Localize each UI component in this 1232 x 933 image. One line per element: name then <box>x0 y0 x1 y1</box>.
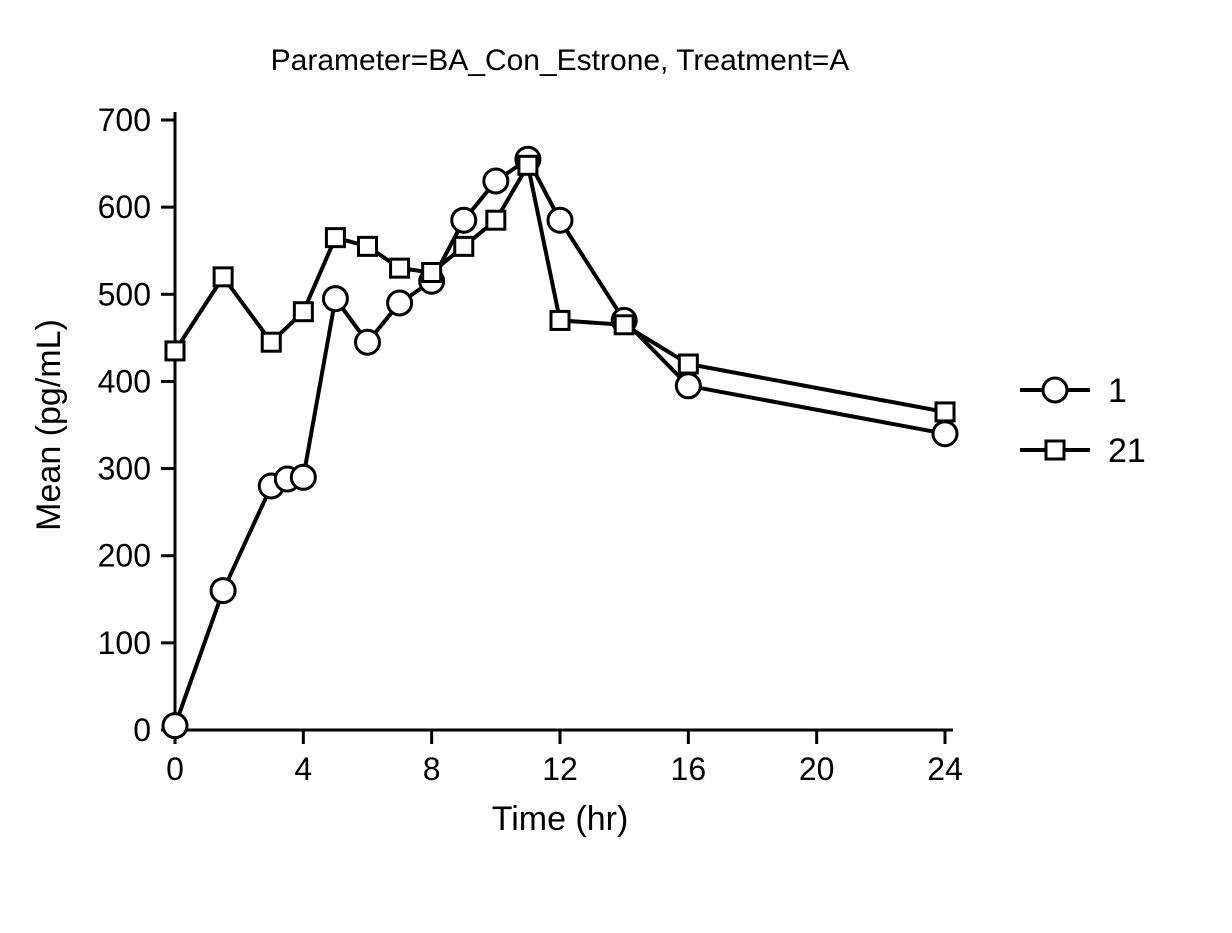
marker-square <box>423 264 441 282</box>
x-tick-label: 4 <box>294 751 312 787</box>
marker-square <box>487 211 505 229</box>
y-tick-label: 100 <box>98 625 151 661</box>
marker-square <box>519 156 537 174</box>
marker-circle <box>484 169 508 193</box>
y-tick-label: 300 <box>98 451 151 487</box>
marker-square <box>294 303 312 321</box>
legend-label: 21 <box>1108 432 1146 470</box>
marker-square <box>615 316 633 334</box>
marker-circle <box>548 208 572 232</box>
chart-title: Parameter=BA_Con_Estrone, Treatment=A <box>271 44 850 77</box>
marker-circle <box>388 291 412 315</box>
line-chart: Parameter=BA_Con_Estrone, Treatment=A010… <box>0 0 1232 933</box>
marker-square <box>359 237 377 255</box>
marker-square <box>936 403 954 421</box>
marker-circle <box>323 287 347 311</box>
marker-square <box>214 268 232 286</box>
marker-square <box>551 311 569 329</box>
marker-circle <box>676 374 700 398</box>
marker-square <box>262 333 280 351</box>
marker-square <box>166 342 184 360</box>
y-tick-label: 700 <box>98 102 151 138</box>
x-tick-label: 12 <box>542 751 578 787</box>
marker-circle <box>211 579 235 603</box>
chart-container: Parameter=BA_Con_Estrone, Treatment=A010… <box>0 0 1232 933</box>
marker-square <box>679 355 697 373</box>
legend-label: 1 <box>1108 372 1127 410</box>
marker-square <box>455 237 473 255</box>
legend-marker-square <box>1046 441 1064 459</box>
chart-background <box>0 0 1232 933</box>
y-tick-label: 200 <box>98 538 151 574</box>
y-tick-label: 0 <box>133 712 151 748</box>
marker-circle <box>933 422 957 446</box>
marker-square <box>391 259 409 277</box>
x-axis-label: Time (hr) <box>492 800 629 838</box>
x-tick-label: 20 <box>799 751 835 787</box>
x-tick-label: 24 <box>927 751 963 787</box>
marker-circle <box>291 465 315 489</box>
y-axis-label: Mean (pg/mL) <box>30 319 68 531</box>
y-tick-label: 500 <box>98 276 151 312</box>
y-tick-label: 400 <box>98 363 151 399</box>
x-tick-label: 0 <box>166 751 184 787</box>
x-tick-label: 8 <box>423 751 441 787</box>
marker-circle <box>452 208 476 232</box>
x-tick-label: 16 <box>671 751 707 787</box>
y-tick-label: 600 <box>98 189 151 225</box>
marker-circle <box>356 330 380 354</box>
marker-square <box>326 229 344 247</box>
marker-circle <box>163 714 187 738</box>
legend-marker-circle <box>1043 378 1067 402</box>
